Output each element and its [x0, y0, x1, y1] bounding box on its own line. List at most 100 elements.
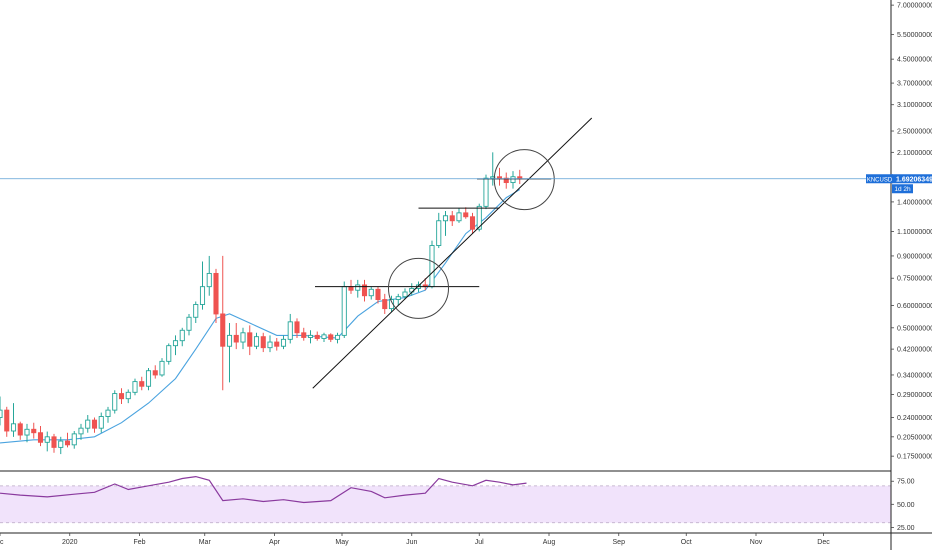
candle	[274, 337, 280, 351]
highlight-circle	[493, 149, 555, 211]
rsi-panel	[0, 470, 891, 524]
candle	[64, 432, 71, 448]
candle-body	[172, 340, 179, 347]
price-tick-label: 0.17500000	[897, 454, 932, 461]
candle	[247, 325, 253, 356]
candle	[51, 433, 57, 453]
candle	[179, 327, 185, 347]
candle	[496, 167, 503, 186]
candle-body	[449, 215, 455, 222]
candle-body	[98, 416, 104, 429]
rsi-tick-label: 75.00	[897, 479, 915, 486]
candle	[10, 403, 17, 437]
time-tick-label: Dec	[817, 539, 830, 546]
candle	[341, 281, 347, 338]
candle-body	[294, 321, 300, 334]
candle-body	[388, 299, 395, 310]
candle-body	[328, 334, 334, 340]
price-tick-label: 4.50000000	[897, 57, 932, 64]
candle-body	[51, 436, 57, 448]
symbol-badge: KNCUSD	[866, 174, 893, 183]
candle-body	[206, 272, 212, 288]
candle-body	[199, 286, 206, 305]
rsi-tick-label: 50.00	[897, 502, 915, 509]
candle-body	[503, 177, 509, 184]
candle	[132, 378, 138, 396]
candle-body	[118, 393, 125, 400]
candle	[301, 327, 307, 341]
candle	[85, 415, 91, 433]
candle-body	[260, 336, 266, 349]
price-tick-label: 0.90000000	[897, 253, 932, 260]
candle-body	[476, 205, 482, 230]
candle-body	[64, 440, 71, 446]
candle-body	[267, 341, 273, 349]
rsi-line	[0, 475, 527, 504]
time-tick-label: Jul	[475, 539, 484, 546]
price-tick-label: 0.50000000	[897, 325, 932, 332]
candle	[368, 286, 374, 300]
candle-body	[361, 284, 368, 297]
candle-body	[355, 284, 361, 291]
price-tick-label: 0.42000000	[897, 347, 932, 354]
candle-body	[186, 316, 192, 331]
time-tick-label: Apr	[269, 539, 281, 546]
candle	[294, 318, 300, 338]
candle	[233, 323, 239, 350]
price-tick-label: 2.10000000	[897, 150, 932, 157]
candle	[280, 335, 287, 350]
price-tick-label: 0.75000000	[897, 276, 932, 283]
countdown-badge-bg	[892, 184, 913, 194]
time-tick-label: Jun	[406, 539, 417, 546]
time-tick-label: Aug	[543, 539, 556, 546]
candle	[260, 332, 266, 353]
candle	[483, 174, 489, 210]
candle	[388, 295, 395, 312]
candle-body	[125, 391, 131, 400]
price-tick-label: 0.34000000	[897, 372, 932, 379]
candle	[206, 255, 212, 296]
candle-body	[307, 334, 314, 338]
time-tick-label: 2020	[62, 539, 78, 546]
candle	[105, 406, 111, 423]
drawings-layer	[312, 117, 593, 389]
candle	[287, 313, 293, 344]
candle	[490, 152, 496, 186]
candle-body	[220, 313, 226, 347]
candle-body	[31, 428, 37, 434]
candle-body	[145, 370, 152, 387]
candle-body	[395, 296, 401, 300]
candle-body	[24, 428, 30, 436]
candle-body	[321, 334, 327, 339]
price-tick-label: 0.24000000	[897, 415, 932, 422]
candle	[58, 436, 64, 455]
symbol-badge-bg	[866, 174, 893, 184]
price-tick-label: 0.60000000	[897, 303, 932, 310]
candle	[355, 279, 361, 298]
last-price-badge-bg	[892, 174, 932, 184]
candle	[267, 335, 273, 353]
price-tick-label: 0.29000000	[897, 392, 932, 399]
candle-body	[179, 329, 185, 342]
candle-body	[463, 212, 469, 218]
candle-body	[233, 334, 239, 343]
last-price-label: 1.69206349	[896, 177, 932, 184]
candle-body	[429, 245, 435, 288]
candle	[449, 210, 455, 226]
candle	[37, 425, 44, 447]
candle-body	[456, 212, 462, 222]
candle	[31, 422, 37, 439]
candle	[307, 330, 314, 344]
candle	[361, 279, 368, 302]
candle	[159, 358, 165, 377]
candle-body	[253, 336, 260, 347]
candle	[328, 333, 334, 343]
trendline	[312, 117, 593, 389]
candle	[186, 313, 192, 336]
candle-body	[375, 288, 381, 300]
candle-body	[341, 286, 347, 336]
candle-body	[37, 432, 44, 443]
candle-body	[247, 332, 253, 347]
